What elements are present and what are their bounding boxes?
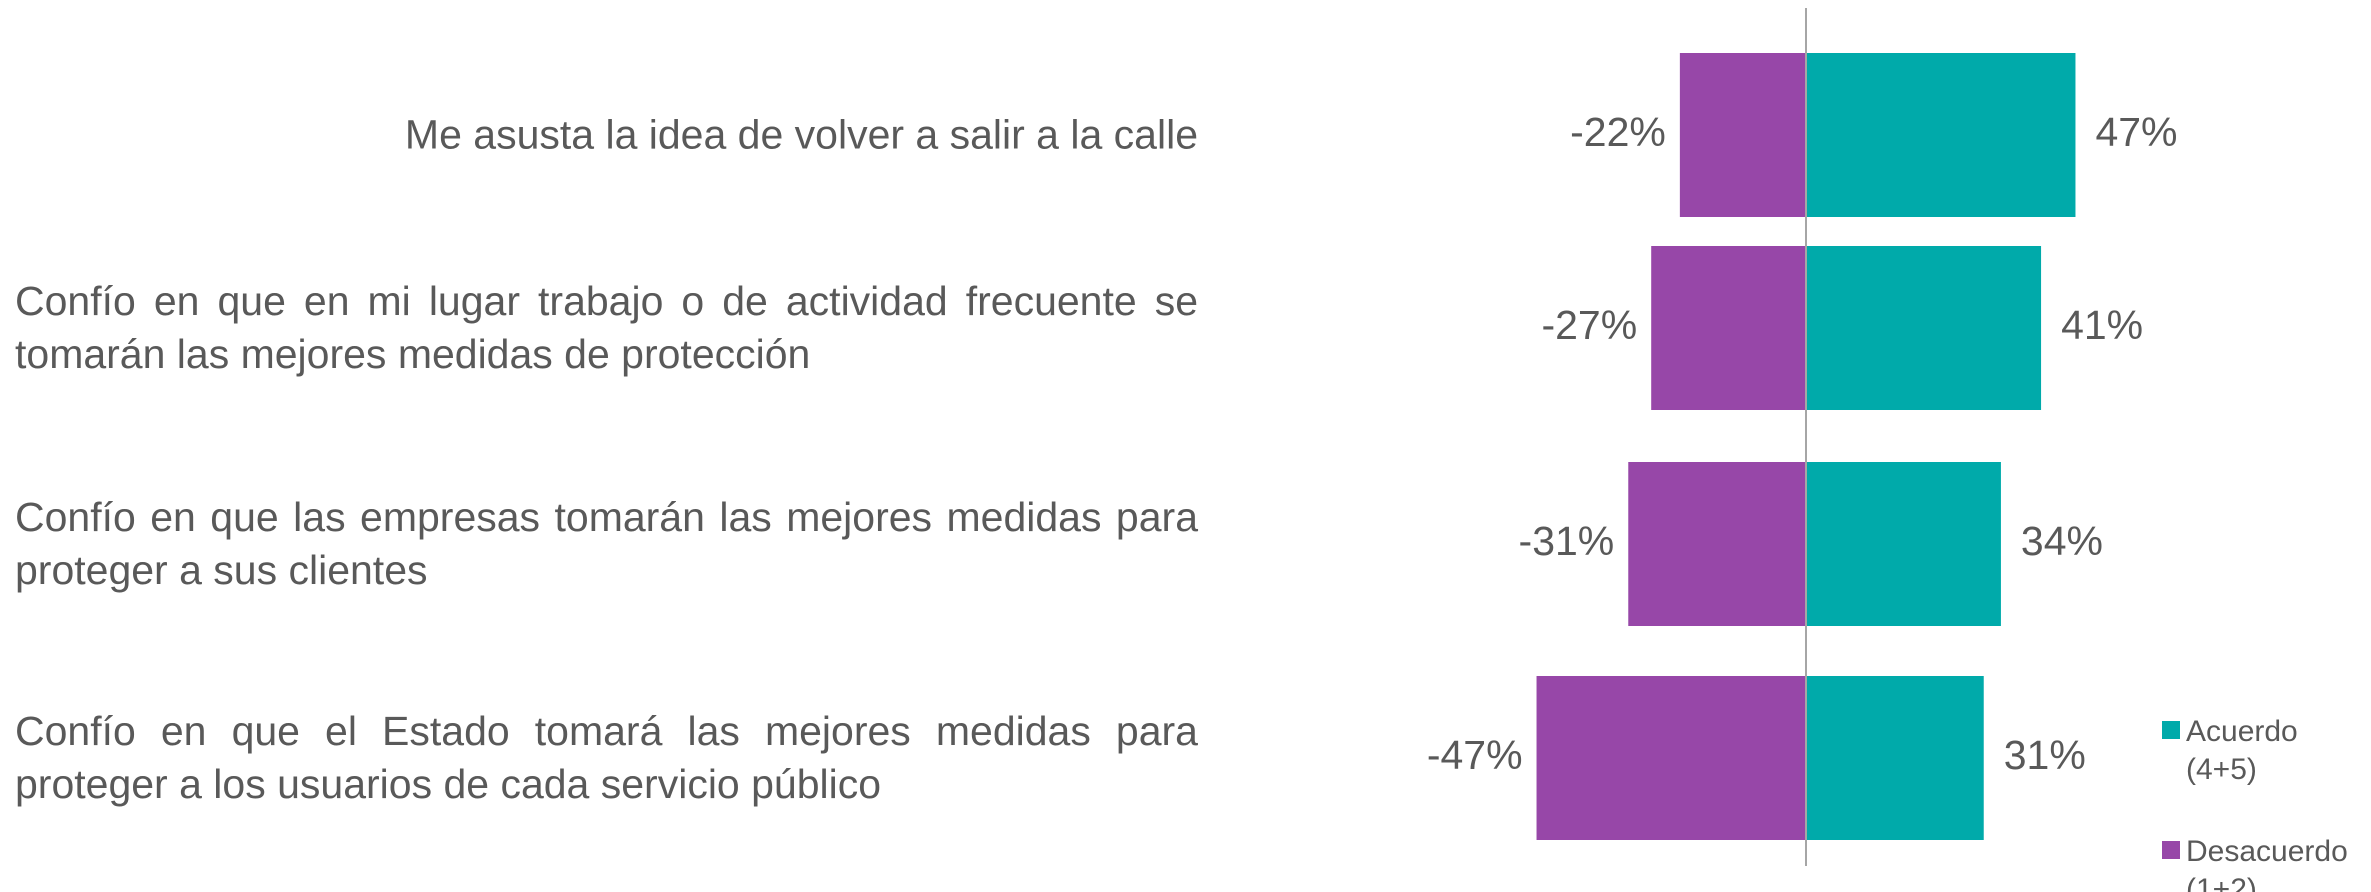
- value-label: 47%: [2095, 109, 2177, 155]
- category-label: Confío en que el Estado tomará las mejor…: [15, 708, 1198, 807]
- category-label: Confío en que las empresas tomarán las m…: [15, 494, 1198, 593]
- bar: [1806, 246, 2042, 410]
- legend-label: Acuerdo (4+5): [2186, 715, 2298, 786]
- legend-swatch: [2162, 841, 2180, 859]
- value-label: -47%: [1427, 732, 1523, 778]
- bar: [1679, 53, 1806, 217]
- legend-label: Desacuerdo (1+2): [2186, 835, 2348, 892]
- bar: [1651, 246, 1806, 410]
- bar: [1806, 462, 2001, 626]
- value-label: 31%: [2004, 732, 2086, 778]
- value-label: 34%: [2021, 518, 2103, 564]
- bar: [1806, 53, 2076, 217]
- bar: [1628, 462, 1806, 626]
- category-label: Me asusta la idea de volver a salir a la…: [404, 111, 1198, 158]
- value-label: -31%: [1519, 518, 1615, 564]
- legend-item: Desacuerdo (1+2): [2162, 833, 2362, 892]
- value-label: 41%: [2061, 302, 2143, 348]
- legend-item: Acuerdo (4+5): [2162, 713, 2362, 789]
- value-label: -27%: [1541, 302, 1637, 348]
- category-label: Confío en que en mi lugar trabajo o de a…: [15, 278, 1198, 377]
- legend-swatch: [2162, 721, 2180, 739]
- bar: [1806, 676, 1984, 840]
- value-label: -22%: [1570, 109, 1666, 155]
- bar: [1536, 676, 1806, 840]
